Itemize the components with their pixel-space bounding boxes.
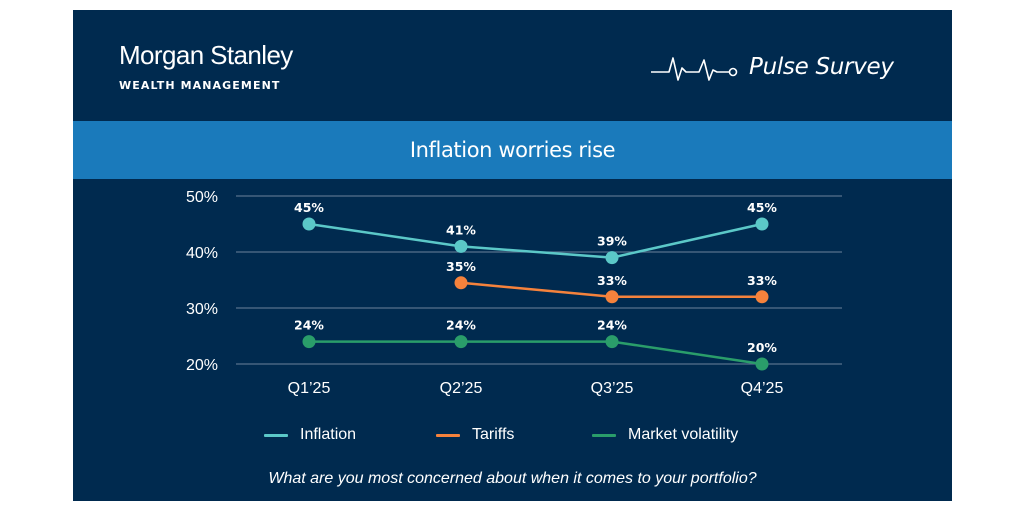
data-point-market-volatility [605, 335, 619, 349]
legend: Inflation Tariffs Market volatility [73, 426, 952, 448]
x-tick-label: Q2’25 [440, 380, 483, 397]
legend-item-tariffs: Tariffs [436, 426, 514, 444]
x-tick-label: Q4’25 [741, 380, 784, 397]
survey-question: What are you most concerned about when i… [268, 470, 757, 487]
data-label-tariffs: 33% [597, 273, 627, 288]
data-point-inflation [755, 217, 769, 231]
y-tick-label: 50% [186, 189, 218, 206]
data-point-market-volatility [755, 357, 769, 371]
infographic-panel: Morgan Stanley WEALTH MANAGEMENT Pulse S… [73, 10, 952, 501]
data-label-inflation: 41% [446, 222, 476, 237]
pulse-survey-logo: Pulse Survey [651, 50, 894, 84]
legend-label-market-volatility: Market volatility [628, 426, 739, 443]
series-line-market-volatility [309, 340, 763, 366]
series-tariffs: 35% 33% 33% [446, 259, 777, 304]
data-point-tariffs [454, 276, 468, 290]
x-tick-label: Q1’25 [288, 380, 331, 397]
survey-label: Pulse Survey [749, 54, 894, 80]
data-label-tariffs: 35% [446, 259, 476, 274]
chart-title: Inflation worries rise [409, 138, 616, 162]
x-tick-label: Q3’25 [591, 380, 634, 397]
brand-name: Morgan Stanley [119, 40, 293, 70]
legend-item-inflation: Inflation [264, 426, 356, 444]
legend-swatch-tariffs [436, 433, 460, 437]
series-market-volatility: 24% 24% 24% 20% [294, 318, 777, 371]
data-label-market-volatility: 24% [446, 318, 476, 333]
data-point-tariffs [755, 290, 769, 304]
legend-label-inflation: Inflation [300, 426, 357, 443]
data-label-market-volatility: 24% [597, 318, 627, 333]
y-tick-label: 30% [186, 301, 218, 318]
y-tick-label: 40% [186, 245, 218, 262]
line-chart: 50% 40% 30% 20% Q1’25 Q2’25 Q3’25 Q4’25 45% 41%… [186, 189, 842, 397]
series-line-inflation [308, 222, 763, 259]
data-label-inflation: 45% [747, 200, 777, 215]
data-point-inflation [454, 239, 468, 253]
x-axis-ticks: Q1’25 Q2’25 Q3’25 Q4’25 [288, 380, 784, 397]
legend-swatch-inflation [264, 433, 288, 437]
data-label-market-volatility: 20% [747, 340, 777, 355]
data-point-inflation [605, 251, 619, 265]
data-point-market-volatility [454, 335, 468, 349]
heartbeat-pulse-icon [651, 57, 738, 81]
data-point-market-volatility [302, 335, 316, 349]
y-axis-ticks: 50% 40% 30% 20% [186, 189, 218, 374]
data-point-inflation [302, 217, 316, 231]
brand-logo: Morgan Stanley WEALTH MANAGEMENT [119, 40, 293, 92]
series-inflation: 45% 41% 39% 45% [294, 200, 777, 265]
brand-subtitle: WEALTH MANAGEMENT [119, 79, 281, 92]
title-banner: Inflation worries rise [73, 121, 952, 179]
series: 45% 41% 39% 45% 35% 33% 33% 24% 24% 24% 20% [294, 200, 777, 371]
data-point-tariffs [605, 290, 619, 304]
legend-swatch-market-volatility [592, 433, 616, 437]
data-label-inflation: 45% [294, 200, 324, 215]
data-label-inflation: 39% [597, 234, 627, 249]
legend-item-market-volatility: Market volatility [592, 426, 738, 444]
legend-label-tariffs: Tariffs [472, 426, 515, 443]
data-label-tariffs: 33% [747, 273, 777, 288]
y-tick-label: 20% [186, 357, 218, 374]
data-label-market-volatility: 24% [294, 318, 324, 333]
